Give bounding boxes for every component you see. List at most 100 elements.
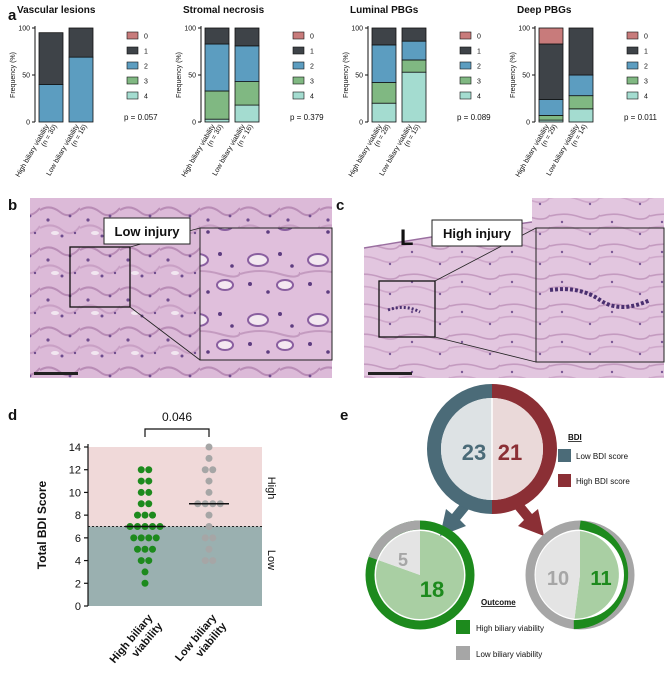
legend-swatch [126,61,139,70]
legend-swatch [292,46,305,55]
chart-title: Luminal PBGs [350,5,419,16]
legend-swatch [292,76,305,85]
data-point [137,534,145,542]
bar-segment [401,40,427,61]
data-point [149,511,156,519]
legend-low-bdi: Low BDI score [576,452,629,461]
legend-swatch [459,91,472,100]
y-tick-label: 50 [188,73,196,80]
bar-segment [568,108,594,123]
legend-swatch [292,31,305,40]
data-point [145,477,153,485]
data-point [145,466,153,474]
legend-low-viability: Low biliary viability [476,650,542,659]
bar-segment [38,84,64,123]
histology-zoom-high [535,227,665,363]
count-high-bdi: 21 [498,440,522,465]
x-tick-label: High biliaryviability [108,612,166,673]
panel-b-histology: Low injury [30,198,333,378]
bar-segment [204,90,230,120]
data-point [134,545,141,553]
data-point [141,511,149,519]
low-injury-label: Low injury [115,224,181,239]
legend-label: 0 [144,34,148,41]
bar-segment [371,82,397,104]
bar-segment [568,27,594,76]
bar-segment [401,59,427,73]
count-low-bdi-high-viability: 18 [420,577,444,602]
panel-label-e: e [340,407,348,424]
legend-label: 3 [144,79,148,86]
bar-segment [234,104,260,123]
high-injury-label: High injury [443,226,512,241]
chart-title: Vascular lesions [17,5,96,16]
y-tick-label: 6 [75,533,81,545]
legend-swatch [126,31,139,40]
legend-swatch [626,46,639,55]
legend-swatch [459,31,472,40]
data-point [152,534,160,542]
data-point [145,557,153,565]
panel-e-pie-diagram: 23 21 5 18 10 11 BDI Low BDI score High … [365,384,635,660]
data-point [141,579,149,587]
y-tick-label: 100 [184,26,196,33]
x-tick-label: High biliary viability [515,123,551,178]
y-tick-label: 8 [75,510,81,522]
scale-bar [368,372,412,375]
bar-segment [68,56,94,123]
bar-segment [371,27,397,46]
bar-segment [538,27,564,45]
legend-swatch [459,61,472,70]
data-point [145,534,153,542]
panel-label-c: c [336,197,344,214]
legend-swatch-high-bdi [558,474,571,487]
panel-d-bdi-scatter: 0 2 4 6 8 10 12 14 Total BDI Score High Low High bi… [35,410,277,673]
bar-segment [371,102,397,123]
low-zone [88,526,262,606]
data-point [205,443,213,451]
y-tick-label: 4 [75,556,81,568]
y-axis-label: Frequency (%) [343,52,350,98]
y-tick-label: 0 [359,120,363,127]
outcome-legend-title: Outcome [481,598,516,607]
count-low-bdi: 23 [462,440,486,465]
p-value: p = 0.089 [457,113,491,122]
y-axis-label: Total BDI Score [35,480,49,569]
bar-segment [38,32,64,85]
significance-bracket [144,428,210,437]
y-tick-label: 12 [69,465,81,477]
panel-label-d: d [8,407,17,424]
bdi-legend-title: BDI [568,433,582,442]
bar-segment [538,99,564,116]
y-tick-label: 50 [22,73,30,80]
data-point [149,545,156,553]
bar-segment [401,27,427,42]
legend-label: 4 [144,94,148,101]
y-tick-label: 0 [75,601,81,613]
legend-label: 3 [477,79,481,86]
data-point [205,454,213,462]
y-tick-label: 100 [351,26,363,33]
zone-label-high: High [265,477,277,500]
data-point [205,523,213,530]
count-high-bdi-high-viability: 11 [590,568,611,590]
panel-c-histology: L High injury [363,198,665,378]
legend-label: 4 [310,94,314,101]
bar-segment [568,74,594,97]
legend-swatch [292,91,305,100]
data-point [137,488,145,496]
p-value: p = 0.057 [124,113,158,122]
donut-high-bdi-outcome: 10 11 [525,520,635,630]
legend-swatch [292,61,305,70]
lumen-letter: L [400,225,413,250]
bar-segment [204,27,230,45]
y-tick-label: 0 [526,120,530,127]
data-point [137,557,145,565]
zone-label-low: Low [265,550,277,570]
legend-swatch-low-bdi [558,449,571,462]
legend-label: 1 [644,49,648,56]
zoom-region-box [378,280,436,338]
legend-swatch [626,31,639,40]
